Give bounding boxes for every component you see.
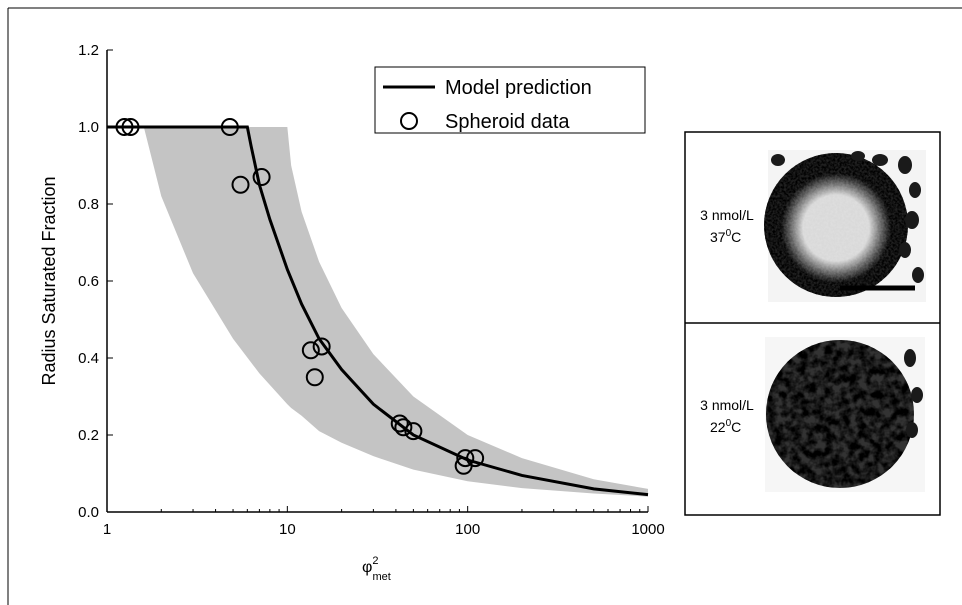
x-label-sup: 2 <box>372 555 378 567</box>
x-tick-label: 10 <box>279 521 296 538</box>
y-tick-label: 0.4 <box>78 350 99 367</box>
y-axis-label: Radius Saturated Fraction <box>39 176 59 385</box>
temp-sup: 0 <box>726 228 732 239</box>
temp-value: 37 <box>710 229 726 245</box>
data-point <box>231 175 250 194</box>
data-point <box>390 414 409 433</box>
data-point <box>252 168 271 187</box>
plot-area: 0.0 0.2 0.4 0.6 0.8 1.0 1.2 1 10 100 1000 Radius Sa… <box>39 42 665 583</box>
legend: Model prediction Spheroid data <box>374 66 646 134</box>
data-point <box>121 118 140 136</box>
x-tick-label: 100 <box>455 521 480 538</box>
data-point <box>115 118 134 136</box>
panel-concentration: 3 nmol/L <box>700 397 754 413</box>
temp-sup: 0 <box>726 418 732 429</box>
panel-temperature: 220C <box>710 418 741 435</box>
data-point <box>394 418 413 437</box>
data-point <box>305 368 324 387</box>
image-panel <box>684 131 941 516</box>
y-tick-label: 0.6 <box>78 273 99 290</box>
temp-value: 22 <box>710 419 726 435</box>
x-axis-label: φ2 met <box>362 555 391 583</box>
temp-unit: C <box>731 419 741 435</box>
panel-temperature: 370C <box>710 228 741 245</box>
x-label-sub: met <box>373 571 391 583</box>
data-point <box>312 337 331 356</box>
legend-label: Model prediction <box>445 77 592 99</box>
data-point <box>466 449 485 468</box>
data-point <box>301 341 320 360</box>
panel-concentration: 3 nmol/L <box>700 207 754 223</box>
x-tick-label: 1 <box>103 521 111 538</box>
y-tick-label: 1.0 <box>78 119 99 136</box>
data-point <box>220 118 239 136</box>
x-tick-label: 1000 <box>631 521 664 538</box>
data-point <box>456 449 475 468</box>
micrograph <box>765 337 925 492</box>
legend-marker <box>400 112 418 130</box>
y-tick-label: 1.2 <box>78 42 99 59</box>
y-tick-label: 0.0 <box>78 504 99 521</box>
x-label-symbol: φ <box>362 559 372 576</box>
y-tick-label: 0.2 <box>78 427 99 444</box>
micrograph <box>764 150 926 302</box>
data-point <box>404 422 423 441</box>
legend-box <box>374 66 646 134</box>
legend-label: Spheroid data <box>445 111 570 133</box>
temp-unit: C <box>731 229 741 245</box>
y-tick-label: 0.8 <box>78 196 99 213</box>
uncertainty-band <box>143 127 648 497</box>
